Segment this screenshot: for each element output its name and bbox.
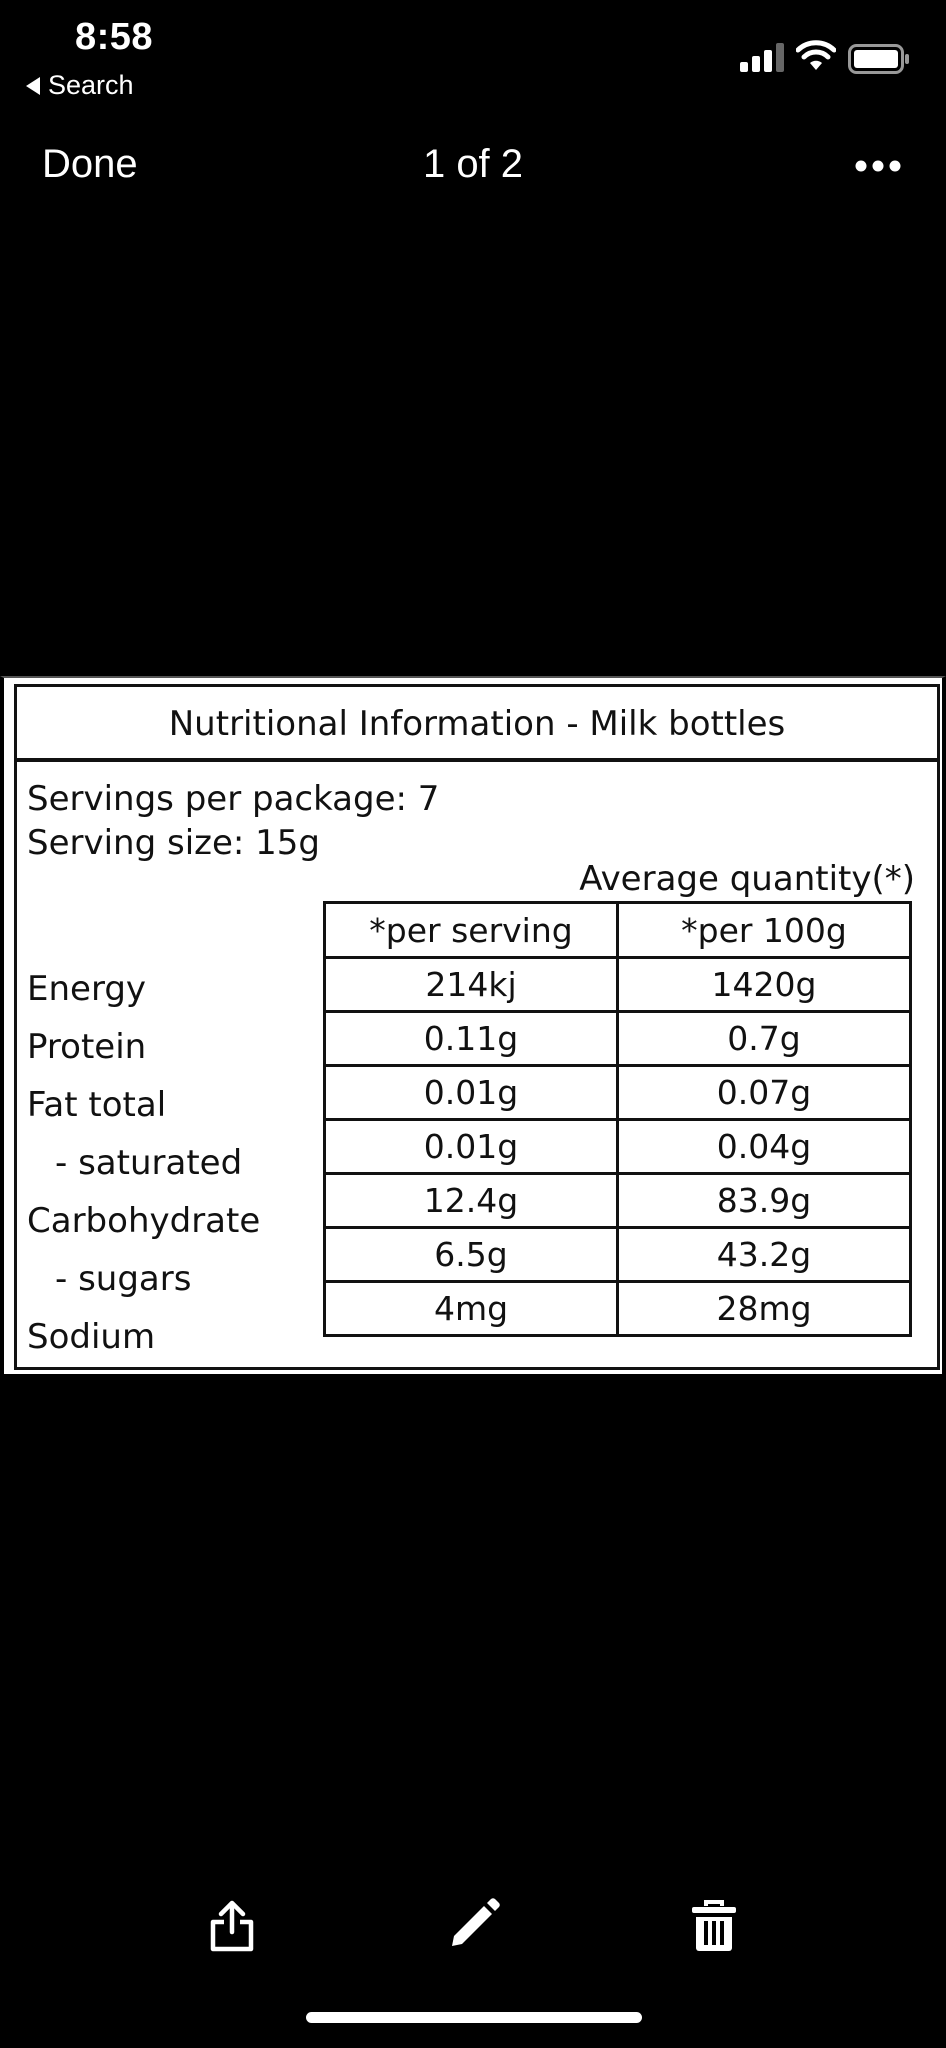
wifi-icon <box>796 40 836 70</box>
share-icon[interactable] <box>207 1900 257 1952</box>
per-100g-cell: 28mg <box>616 1280 912 1337</box>
label-title: Nutritional Information - Milk bottles <box>17 687 937 762</box>
per-100g-cell: 0.7g <box>616 1010 912 1067</box>
nutrient-label: - sugars <box>55 1259 192 1299</box>
per-serving-cell: 0.11g <box>323 1010 619 1067</box>
nutrient-label: - saturated <box>55 1143 243 1183</box>
per-100g-cell: 83.9g <box>616 1172 912 1229</box>
more-dots-icon[interactable] <box>854 153 902 179</box>
table-row: 0.11g 0.7g <box>323 1010 912 1067</box>
nutrient-label: Energy <box>27 969 147 1009</box>
table-row: 0.01g 0.04g <box>323 1118 912 1175</box>
nutrient-label: Carbohydrate <box>27 1201 261 1241</box>
per-serving-cell: 0.01g <box>323 1118 619 1175</box>
done-button[interactable]: Done <box>42 142 138 186</box>
back-arrow-icon <box>26 76 40 95</box>
back-search-label: Search <box>48 70 134 100</box>
photo-image[interactable]: Nutritional Information - Milk bottles S… <box>0 676 946 1374</box>
per-serving-cell: 4mg <box>323 1280 619 1337</box>
table-row: 4mg 28mg <box>323 1280 912 1337</box>
table-row: 214kj 1420g <box>323 956 912 1013</box>
nutrient-label: Protein <box>27 1027 147 1067</box>
column-header: *per 100g <box>616 901 912 959</box>
photo-counter-title: 1 of 2 <box>422 142 524 186</box>
servings-per-package: Servings per package: 7 <box>27 779 440 819</box>
nutrition-label: Nutritional Information - Milk bottles S… <box>14 684 940 1370</box>
table-row: 0.01g 0.07g <box>323 1064 912 1121</box>
per-100g-cell: 0.07g <box>616 1064 912 1121</box>
edit-pencil-icon[interactable] <box>446 1896 502 1952</box>
nutrition-table: *per serving *per 100g 214kj 1420g 0.11g… <box>323 901 912 1337</box>
table-header-row: *per serving *per 100g <box>323 901 912 959</box>
per-serving-cell: 6.5g <box>323 1226 619 1283</box>
per-serving-cell: 12.4g <box>323 1172 619 1229</box>
column-header: *per serving <box>323 901 619 959</box>
average-quantity-heading: Average quantity(*) <box>579 859 915 899</box>
table-row: 6.5g 43.2g <box>323 1226 912 1283</box>
status-time: 8:58 <box>75 16 154 58</box>
table-row: 12.4g 83.9g <box>323 1172 912 1229</box>
cellular-signal-icon <box>740 43 784 72</box>
nutrient-label: Fat total <box>27 1085 167 1125</box>
per-100g-cell: 0.04g <box>616 1118 912 1175</box>
battery-icon <box>848 44 909 74</box>
serving-size: Serving size: 15g <box>27 823 321 863</box>
per-serving-cell: 214kj <box>323 956 619 1013</box>
trash-icon[interactable] <box>689 1900 739 1952</box>
per-serving-cell: 0.01g <box>323 1064 619 1121</box>
home-indicator[interactable] <box>306 2012 642 2023</box>
per-100g-cell: 1420g <box>616 956 912 1013</box>
nutrient-labels: Energy Protein Fat total - saturated Car… <box>27 953 260 1359</box>
per-100g-cell: 43.2g <box>616 1226 912 1283</box>
nutrient-label: Sodium <box>27 1317 156 1357</box>
back-to-search-link[interactable]: Search <box>26 70 134 101</box>
